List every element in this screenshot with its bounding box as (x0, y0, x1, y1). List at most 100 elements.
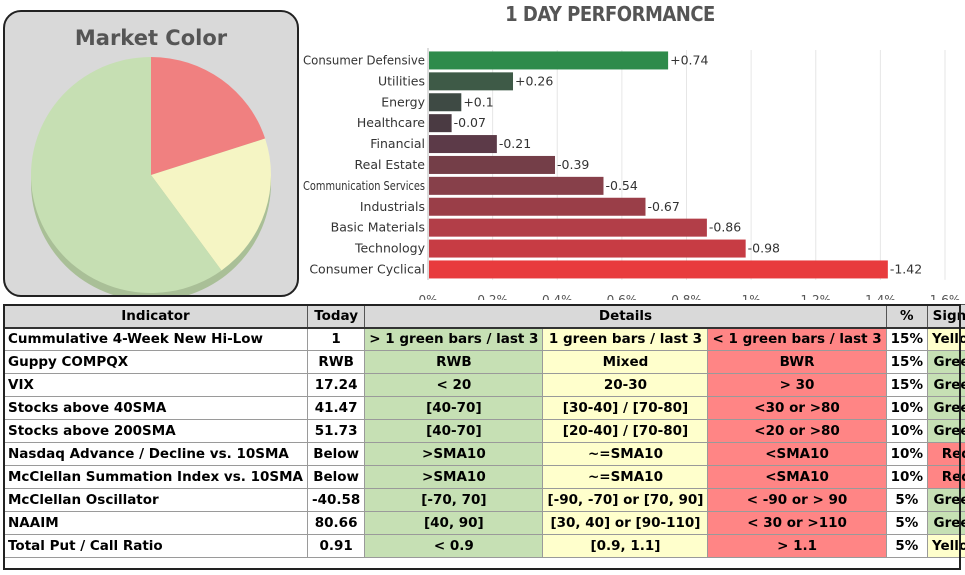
detail-green: [-70, 70] (364, 488, 544, 512)
value-label: +0.26 (515, 73, 553, 88)
weight-percent: 15% (885, 373, 928, 397)
today-value: Below (306, 442, 366, 466)
detail-yellow: [30-40] / [70-80] (542, 396, 709, 420)
category-label: Technology (354, 241, 426, 256)
bar (429, 93, 462, 112)
value-label: -0.98 (748, 241, 780, 256)
weight-percent: 15% (885, 327, 928, 351)
detail-green: >SMA10 (364, 465, 544, 489)
signal-value: Green (926, 396, 965, 420)
bar (429, 51, 669, 70)
header-signal: Signal (926, 304, 965, 328)
today-value: 80.66 (306, 511, 366, 535)
pie-slice-green (30, 57, 222, 293)
market-color-panel: Market Color (3, 10, 299, 297)
table-row: Total Put / Call Ratio 0.91 < 0.9 [0.9, 1.1… (3, 534, 965, 558)
category-label: Utilities (378, 73, 425, 88)
chart-title: 1 DAY PERFORMANCE (505, 2, 715, 26)
market-color-title: Market Color (74, 26, 228, 50)
detail-yellow: [0.9, 1.1] (542, 534, 709, 558)
x-tick-label: 0.8% (671, 293, 702, 300)
weight-percent: 10% (885, 419, 928, 443)
detail-red: < 1 green bars / last 3 (707, 327, 887, 351)
detail-green: < 0.9 (364, 534, 544, 558)
detail-yellow: [30, 40] or [90-110] (542, 511, 709, 535)
weight-percent: 5% (885, 511, 928, 535)
table-row: NAAIM 80.66 [40, 90] [30, 40] or [90-110] < … (3, 511, 965, 535)
indicator-name: Guppy COMPQX (3, 350, 308, 374)
x-tick-label: 0.2% (477, 293, 508, 300)
bar (429, 218, 707, 237)
detail-red: > 30 (707, 373, 887, 397)
signal-value: Yellow (926, 534, 965, 558)
value-label: -0.54 (605, 178, 637, 193)
x-tick-label: 0% (418, 293, 437, 300)
weight-percent: 5% (885, 534, 928, 558)
detail-red: BWR (707, 350, 887, 374)
bar (429, 176, 604, 195)
category-label: Consumer Cyclical (309, 261, 425, 276)
detail-yellow: 1 green bars / last 3 (542, 327, 709, 351)
detail-yellow: [-90, -70] or [70, 90] (542, 488, 709, 512)
today-value: Below (306, 465, 366, 489)
market-color-pie (30, 57, 271, 295)
weight-percent: 15% (885, 350, 928, 374)
pie-slice-red (151, 57, 266, 175)
table-row: Nasdaq Advance / Decline vs. 10SMA Below >… (3, 442, 965, 466)
signal-value: Red (926, 465, 965, 489)
today-value: 0.91 (306, 534, 366, 558)
indicator-name: Stocks above 200SMA (3, 419, 308, 443)
weight-percent: 10% (885, 465, 928, 489)
table-row: Stocks above 40SMA 41.47 [40-70] [30-40] / … (3, 396, 965, 420)
category-label: Communication Services (303, 178, 425, 193)
detail-green: [40-70] (364, 419, 544, 443)
today-value: 1 (306, 327, 366, 351)
detail-red: < 30 or >110 (707, 511, 887, 535)
detail-green: RWB (364, 350, 544, 374)
bar (429, 135, 497, 154)
table-body: Cummulative 4-Week New Hi-Low 1 > 1 green … (3, 327, 965, 558)
value-label: -0.07 (454, 115, 486, 130)
value-label: -0.67 (647, 199, 679, 214)
indicator-name: NAAIM (3, 511, 308, 535)
header-percent: % (885, 304, 928, 328)
indicator-name: McClellan Summation Index vs. 10SMA (3, 465, 308, 489)
signal-value: Green (926, 373, 965, 397)
signal-value: Red (926, 442, 965, 466)
bar (429, 114, 452, 133)
x-tick-label: 1.6% (930, 293, 961, 300)
table-row: Cummulative 4-Week New Hi-Low 1 > 1 green … (3, 327, 965, 351)
category-label: Real Estate (355, 157, 426, 172)
table-row: McClellan Summation Index vs. 10SMA Below… (3, 465, 965, 489)
header-today: Today (306, 304, 366, 328)
value-label: +0.74 (670, 52, 708, 67)
indicator-name: Nasdaq Advance / Decline vs. 10SMA (3, 442, 308, 466)
weight-percent: 5% (885, 488, 928, 512)
pie-slice-yellow (151, 138, 271, 271)
category-label: Industrials (360, 199, 425, 214)
weight-percent: 10% (885, 396, 928, 420)
today-value: 17.24 (306, 373, 366, 397)
category-label: Basic Materials (331, 220, 425, 235)
detail-yellow: ~=SMA10 (542, 442, 709, 466)
indicator-name: VIX (3, 373, 308, 397)
bar (429, 260, 888, 279)
today-value: 41.47 (306, 396, 366, 420)
category-label: Healthcare (357, 115, 425, 130)
value-label: -0.86 (709, 220, 741, 235)
header-details: Details (364, 304, 887, 328)
indicator-name: Cummulative 4-Week New Hi-Low (3, 327, 308, 351)
detail-green: < 20 (364, 373, 544, 397)
x-tick-label: 1.4% (865, 293, 896, 300)
x-tick-label: 1.2% (801, 293, 832, 300)
category-label: Energy (381, 94, 425, 109)
category-label: Consumer Defensive (303, 52, 425, 67)
value-label: +0.1 (463, 94, 493, 109)
bar (429, 155, 556, 174)
table-header-row: Indicator Today Details % Signal (3, 304, 965, 328)
value-label: -0.21 (499, 136, 531, 151)
signal-value: Green (926, 350, 965, 374)
today-value: 51.73 (306, 419, 366, 443)
detail-yellow: Mixed (542, 350, 709, 374)
